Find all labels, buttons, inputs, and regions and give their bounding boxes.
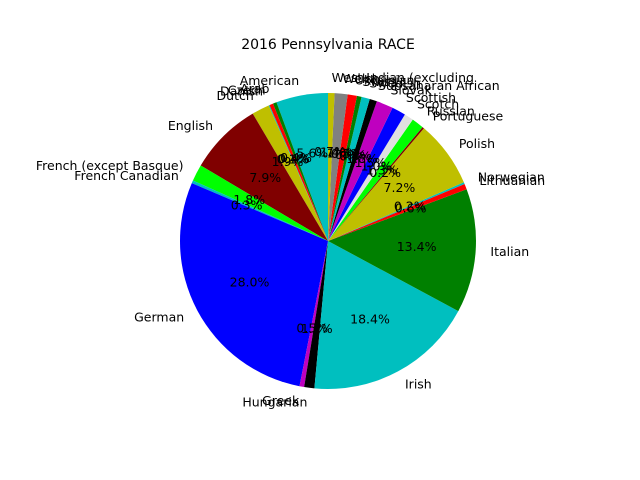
slice-percent-french-except-basque: 1.8% bbox=[233, 192, 265, 207]
slice-label-arab: Arab bbox=[240, 81, 269, 96]
slice-label-welsh: Welsh bbox=[343, 71, 380, 86]
slice-label-swiss: Swiss bbox=[362, 74, 397, 89]
slice-label-west-indian-excluding: West Indian (excluding bbox=[332, 70, 474, 85]
slice-label-irish: Irish bbox=[405, 377, 432, 392]
slice-percent-polish: 7.2% bbox=[384, 180, 416, 195]
pie-slice-hungarian bbox=[304, 241, 328, 389]
slice-percent-hungarian: 1.1% bbox=[301, 321, 333, 336]
slice-percent-west-indian-excluding: 0.7% bbox=[314, 144, 346, 159]
slice-percent-arab: 0.4% bbox=[280, 150, 312, 165]
pie-slice-subsaharan-african bbox=[328, 99, 377, 241]
slice-label-subsaharan-african: Subsaharan African bbox=[378, 78, 500, 93]
slice-percent-german: 28.0% bbox=[230, 275, 270, 290]
pie-slice-greek bbox=[299, 241, 328, 388]
slice-label-norwegian: Norwegian bbox=[478, 169, 545, 184]
slice-percent-swiss: 0.5% bbox=[331, 146, 363, 161]
slice-label-hungarian: Hungarian bbox=[242, 395, 307, 410]
pie-slice-czech bbox=[269, 103, 328, 242]
slice-label-czech: Czech bbox=[228, 83, 266, 98]
slice-percent-subsaharan-african: 0.8% bbox=[339, 149, 371, 164]
slice-percent-czech: 0.4% bbox=[278, 151, 310, 166]
slice-percent-ukrainian: 1.0% bbox=[327, 145, 359, 160]
slice-label-russian: Russian bbox=[427, 104, 475, 119]
pie-slice-swedish bbox=[328, 96, 370, 241]
slice-label-french-canadian: French Canadian bbox=[74, 168, 179, 183]
slice-label-swedish: Swedish bbox=[369, 76, 421, 91]
slice-percent-french-canadian: 0.3% bbox=[231, 198, 263, 213]
pie-slice-italian bbox=[328, 189, 477, 312]
pie-slice-scotch bbox=[328, 114, 413, 241]
pie-slice-dutch bbox=[252, 105, 328, 241]
pie-slice-scottish bbox=[328, 107, 405, 241]
slice-label-danish: Danish bbox=[220, 84, 263, 99]
slice-label-english: English bbox=[168, 118, 213, 133]
pie-slice-english bbox=[200, 113, 328, 241]
slice-label-polish: Polish bbox=[459, 136, 495, 151]
slice-percent-irish: 18.4% bbox=[350, 311, 390, 326]
slice-label-italian: Italian bbox=[490, 244, 529, 259]
pie-slice-polish bbox=[328, 128, 464, 241]
slice-label-scottish: Scottish bbox=[406, 90, 456, 105]
slice-percent-dutch: 1.9% bbox=[272, 154, 304, 169]
pie-slice-german bbox=[180, 183, 328, 387]
slice-label-scotch: Scotch bbox=[417, 97, 459, 112]
slice-percent-american: 5.6% bbox=[296, 146, 328, 161]
slice-percent-welsh: 1.4% bbox=[320, 145, 352, 160]
slice-percent-scottish: 1.5% bbox=[355, 155, 387, 170]
pie-slice-portuguese bbox=[328, 127, 424, 241]
slice-label-dutch: Dutch bbox=[217, 88, 254, 103]
slice-label-german: German bbox=[134, 309, 184, 324]
slice-label-american: American bbox=[240, 73, 300, 88]
slice-percent-norwegian: 0.2% bbox=[394, 198, 426, 213]
pie-slice-west-indian-excluding bbox=[328, 93, 335, 241]
slice-percent-danish: 0.1% bbox=[277, 152, 309, 167]
slice-percent-slovak: 1.8% bbox=[346, 151, 378, 166]
slice-label-lithuanian: Lithuanian bbox=[479, 173, 545, 188]
slice-percent-swedish: 0.9% bbox=[335, 147, 367, 162]
slice-percent-labels: 5.6%0.4%0.4%0.1%1.9%7.9%1.8%0.3%28.0%0.5… bbox=[230, 144, 437, 336]
pie-slice-french-except-basque bbox=[192, 165, 328, 241]
slice-label-portuguese: Portuguese bbox=[433, 108, 504, 123]
pie-slice-french-canadian bbox=[191, 180, 328, 241]
slice-percent-scotch: 1.0% bbox=[361, 159, 393, 174]
slice-percent-italian: 13.4% bbox=[397, 239, 437, 254]
slice-label-slovak: Slovak bbox=[391, 83, 433, 98]
slice-label-french-except-basque: French (except Basque) bbox=[36, 158, 184, 173]
slice-label-ukrainian: Ukrainian bbox=[355, 72, 415, 87]
pie-slice-norwegian bbox=[328, 182, 465, 241]
slice-percent-russian: 1.3% bbox=[366, 162, 398, 177]
pie-slice-irish bbox=[314, 241, 459, 389]
pie-slice-swiss bbox=[328, 95, 362, 241]
slice-percent-lithuanian: 0.6% bbox=[395, 200, 427, 215]
slice-percent-greek: 0.5% bbox=[296, 320, 328, 335]
pie-slice-danish bbox=[268, 105, 328, 241]
pie-slice-russian bbox=[328, 119, 423, 241]
pie-slices bbox=[180, 93, 477, 389]
pie-slice-slovak bbox=[328, 101, 393, 241]
pie-slice-ukrainian bbox=[328, 94, 357, 241]
pie-slice-lithuanian bbox=[328, 183, 467, 241]
chart-title: 2016 Pennsylvania RACE bbox=[241, 37, 415, 53]
pie-slice-arab bbox=[272, 102, 328, 242]
slice-percent-portuguese: 0.2% bbox=[369, 165, 401, 180]
pie-slice-american bbox=[276, 93, 328, 241]
pie-slice-welsh bbox=[328, 93, 348, 242]
slice-percent-english: 7.9% bbox=[249, 170, 281, 185]
slice-label-greek: Greek bbox=[262, 393, 300, 408]
